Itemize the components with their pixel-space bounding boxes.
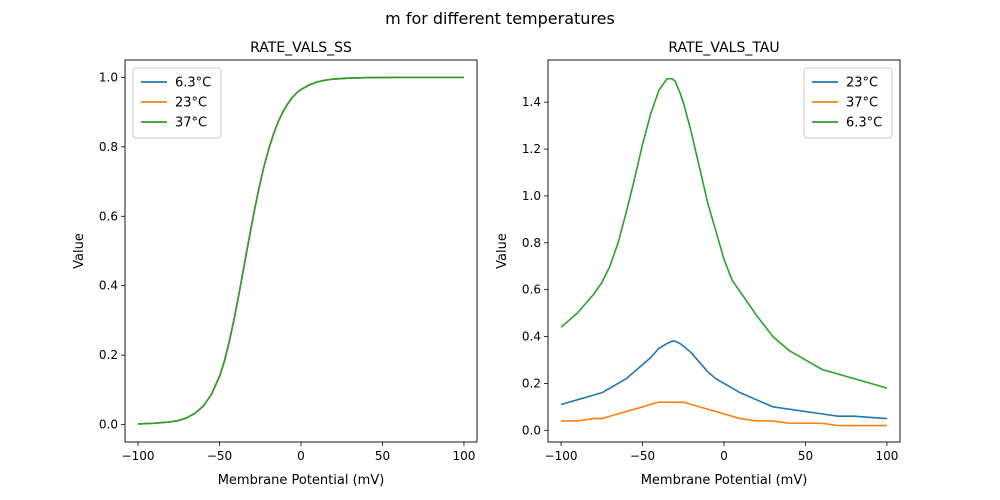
legend-label: 37°C [175,116,207,131]
chart-panel-ss: RATE_VALS_SS −100 −50 0 50 100 0.0 0.2 0.4 0.6 0.8… [72,40,478,488]
legend-label: 37°C [846,96,878,111]
x-tick-label: 0 [720,449,728,463]
x-tick-label: −50 [630,449,655,463]
y-tick-label: 0.6 [99,209,118,223]
x-tick-label: 100 [453,449,476,463]
x-axis-label: Membrane Potential (mV) [218,473,385,488]
series-lines [138,76,464,425]
legend-box [132,67,222,139]
figure-suptitle: m for different temperatures [385,9,615,28]
chart-panel-tau: RATE_VALS_TAU −100 −50 0 50 100 0.0 0.2 0.4 0.6 0.… [495,40,901,488]
y-tick-label: 0.0 [522,423,541,437]
chart-title: RATE_VALS_SS [250,40,352,56]
x-tick-label: 50 [798,449,813,463]
y-tick-label: 1.2 [522,142,541,156]
legend: 23°C 37°C 6.3°C [803,67,893,139]
x-tick-label: −50 [207,449,232,463]
legend: 6.3°C 23°C 37°C [132,67,222,139]
legend-label: 6.3°C [846,116,882,131]
y-tick-label: 0.2 [99,348,118,362]
x-tick-label: 0 [297,449,305,463]
series-line-37-c [561,401,887,427]
y-tick-label: 0.4 [522,330,541,344]
x-axis-label: Membrane Potential (mV) [641,473,808,488]
y-tick-label: 0.0 [99,418,118,432]
legend-box [803,67,893,139]
x-tick-label: −100 [122,449,155,463]
y-tick-label: 1.0 [99,70,118,84]
series-line-6-3-c [560,77,888,389]
y-tick-label: 0.4 [99,279,118,293]
y-tick-label: 0.8 [99,140,118,154]
series-line-37-c [138,76,464,425]
y-axis-label: Value [495,233,510,269]
x-tick-label: 100 [876,449,899,463]
legend-label: 23°C [175,96,207,111]
y-axis-label: Value [72,233,87,269]
chart-title: RATE_VALS_TAU [668,40,779,56]
legend-label: 23°C [846,76,878,91]
x-tick-label: −100 [545,449,578,463]
series-line-23-c [560,340,888,420]
series-lines [560,77,888,427]
legend-label: 6.3°C [175,76,211,91]
y-tick-label: 1.0 [522,189,541,203]
y-tick-label: 1.4 [522,95,541,109]
y-tick-label: 0.6 [522,283,541,297]
y-tick-label: 0.8 [522,236,541,250]
x-tick-label: 50 [375,449,390,463]
y-tick-label: 0.2 [522,376,541,390]
